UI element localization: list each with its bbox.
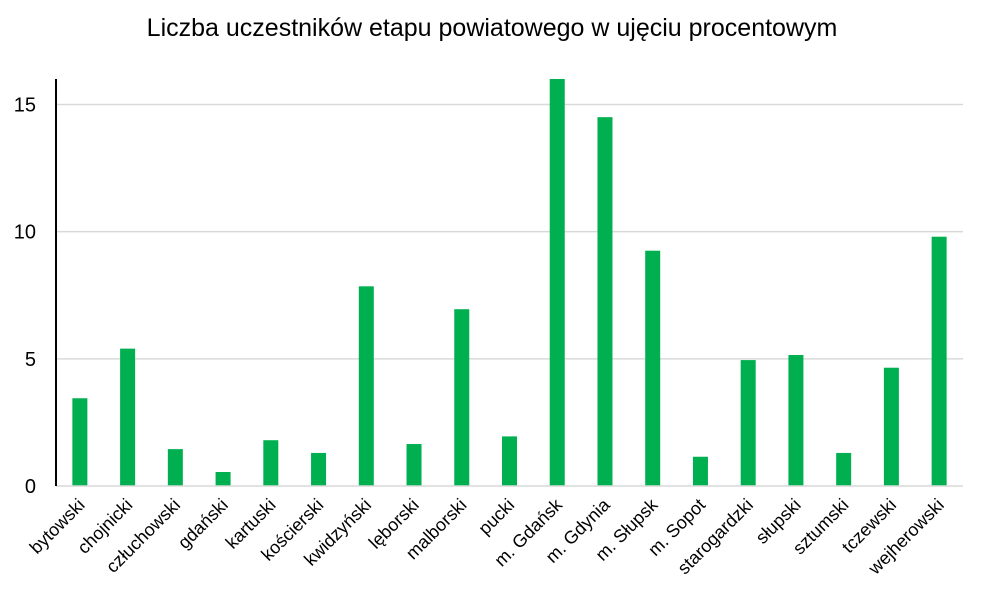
bar-18 (931, 236, 947, 486)
x-tick-label: pucki (474, 495, 518, 539)
bar-3 (215, 472, 231, 486)
bar-2 (167, 449, 183, 486)
axes (55, 79, 963, 487)
bar-8 (454, 309, 470, 486)
bar-6 (358, 286, 374, 486)
x-tick-label: gdański (174, 495, 232, 553)
y-tick-label: 5 (25, 349, 36, 371)
bar-0 (72, 398, 88, 486)
y-tick-label: 15 (14, 94, 36, 116)
bar-7 (406, 444, 422, 486)
bar-9 (502, 436, 517, 486)
bar-15 (788, 354, 804, 486)
bar-17 (883, 367, 899, 486)
bar-14 (740, 360, 756, 486)
chart-title: Liczba uczestników etapu powiatowego w u… (146, 14, 838, 42)
bar-4 (263, 440, 279, 486)
bar-16 (836, 452, 852, 486)
bar-13 (692, 456, 708, 486)
bar-1 (120, 348, 136, 486)
y-tick-label: 10 (14, 222, 36, 244)
bar-11 (597, 117, 613, 486)
bar-10 (549, 79, 565, 486)
y-tick-label: 0 (25, 476, 36, 498)
bar-12 (645, 250, 661, 486)
y-tick-labels: 0 5 10 15 (14, 94, 36, 498)
grid-lines (56, 103, 963, 360)
bar-5 (311, 452, 327, 486)
bars (72, 79, 947, 486)
x-tick-labels: bytowskichojnickiczłuchowskigdańskikartu… (26, 494, 948, 579)
